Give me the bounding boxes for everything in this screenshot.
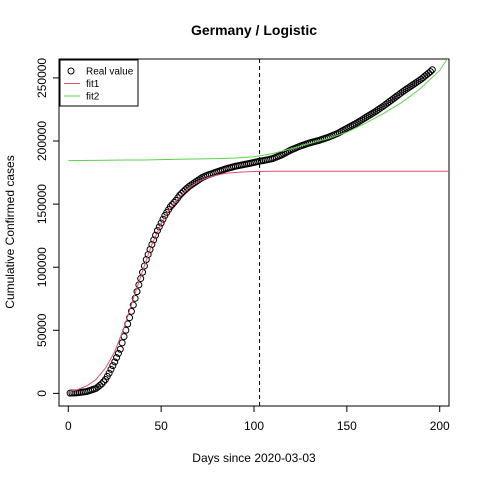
data-point [100, 378, 108, 386]
data-point [96, 381, 104, 389]
data-point [423, 71, 431, 79]
data-point [153, 227, 161, 235]
data-point [363, 113, 371, 121]
data-point [157, 219, 165, 227]
y-tick-label: 100000 [35, 247, 49, 287]
data-point [332, 130, 340, 138]
legend-symbol [67, 67, 75, 75]
data-point [187, 181, 195, 189]
data-point [165, 206, 173, 214]
legend-label: fit2 [86, 92, 100, 103]
data-point [196, 175, 204, 183]
x-tick-label: 0 [65, 419, 72, 433]
chart-title: Germany / Logistic [191, 22, 317, 38]
data-point [155, 223, 163, 231]
data-point [129, 301, 137, 309]
x-tick-label: 50 [154, 419, 168, 433]
data-point [350, 120, 358, 128]
data-point [170, 198, 178, 206]
data-point [150, 236, 158, 244]
data-point [361, 114, 369, 122]
data-point [146, 246, 154, 254]
x-tick-label: 100 [244, 419, 264, 433]
data-point [152, 231, 160, 239]
data-point [113, 354, 121, 362]
legend-label: Real value [86, 67, 134, 78]
x-tick-label: 150 [337, 419, 357, 433]
x-tick-label: 200 [430, 419, 450, 433]
data-point [140, 262, 148, 270]
data-point [174, 194, 182, 202]
data-point [114, 349, 122, 357]
data-point [354, 118, 362, 126]
y-tick-label: 150000 [35, 184, 49, 224]
y-tick-label: 0 [35, 390, 49, 397]
y-axis-label: Cumulative Confirmed cases [3, 155, 17, 308]
data-point [404, 84, 412, 92]
series-group [66, 59, 449, 406]
data-point [365, 111, 373, 119]
data-point [90, 385, 98, 393]
data-point [285, 147, 293, 155]
data-point [94, 383, 102, 391]
data-point [109, 362, 117, 370]
data-point [178, 189, 186, 197]
data-point [369, 109, 377, 117]
data-point [181, 186, 189, 194]
legend-label: fit1 [86, 79, 100, 90]
data-point [111, 358, 119, 366]
data-point [118, 339, 126, 347]
x-axis-label: Days since 2020-03-03 [192, 451, 316, 465]
data-point [107, 365, 115, 373]
data-point [139, 268, 147, 276]
series-line-fit1 [68, 170, 449, 392]
data-point [127, 307, 135, 315]
data-point [367, 110, 375, 118]
data-point [425, 69, 433, 77]
y-tick-label: 200000 [35, 121, 49, 161]
data-point [126, 314, 134, 322]
data-point [358, 116, 366, 124]
data-point [254, 158, 262, 166]
data-point [276, 152, 284, 160]
data-point [413, 78, 421, 86]
data-point [116, 345, 124, 353]
data-point [159, 215, 167, 223]
plot-area: 0 50 100 150 200 0 50000 100000 150000 200000 2500… [35, 58, 450, 433]
y-tick-label: 50000 [35, 313, 49, 347]
data-point [360, 115, 368, 123]
data-point [103, 372, 111, 380]
data-point [386, 98, 394, 106]
data-point [168, 201, 176, 209]
y-tick-label: 250000 [35, 58, 49, 98]
data-point [356, 117, 364, 125]
data-point [376, 104, 384, 112]
data-point [395, 91, 403, 99]
data-point [131, 294, 139, 302]
series-line-fit2 [68, 59, 448, 162]
